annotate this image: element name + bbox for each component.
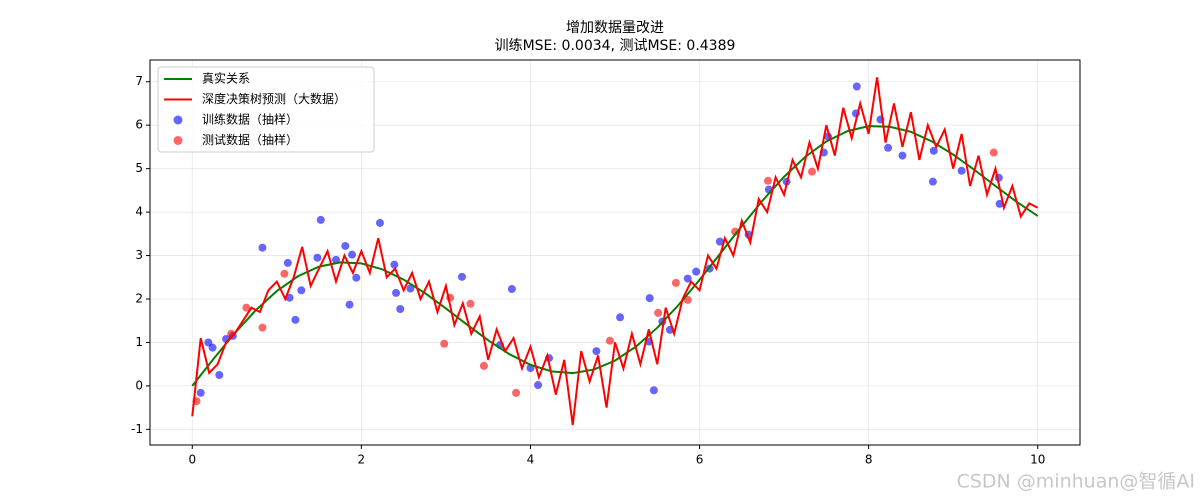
legend-marker [173,115,183,125]
point [466,299,475,308]
point [616,313,625,322]
point [512,388,521,397]
point [280,269,289,278]
point [929,146,938,155]
point [852,82,861,91]
point [507,285,516,294]
y-tick-label: 5 [135,161,143,175]
point [392,288,401,297]
point [341,241,350,250]
point [406,284,415,293]
legend-label: 测试数据（抽样） [202,132,298,147]
point [957,166,966,175]
point [258,323,267,332]
point [715,237,724,246]
point [764,176,773,185]
x-tick-label: 8 [865,453,873,467]
point [457,272,466,281]
y-tick-label: -1 [131,422,143,436]
point [683,274,692,283]
point [348,250,357,259]
point [884,143,893,152]
point [928,177,937,186]
legend-label: 深度决策树预测（大数据） [202,91,346,106]
point [316,215,325,224]
point [375,218,384,227]
x-tick-label: 10 [1030,453,1045,467]
legend-label: 训练数据（抽样） [202,112,298,127]
x-tick-label: 2 [358,453,366,467]
legend-marker [173,136,183,145]
chart-title: 增加数据量改进 [566,20,664,36]
line [191,125,1039,387]
point [989,148,998,157]
point [352,273,361,282]
y-tick-label: 4 [135,205,143,219]
x-tick-label: 0 [188,453,196,467]
point [898,151,907,160]
point [196,388,205,397]
x-tick-label: 4 [527,453,535,467]
point [396,304,405,313]
point [283,258,292,267]
point [479,361,488,370]
point [671,278,680,287]
point [592,347,601,356]
y-tick-label: 2 [135,291,143,305]
y-tick-label: 7 [135,74,143,88]
point [654,308,663,317]
y-tick-label: 3 [135,248,143,262]
y-tick-label: 0 [135,378,143,392]
chart-subtitle: 训练MSE: 0.0034, 测试MSE: 0.4389 [495,38,736,54]
point [258,243,267,252]
x-tick-label: 6 [696,453,704,467]
legend-box [157,66,375,153]
point [649,386,658,395]
point [291,315,300,324]
line [191,77,1039,426]
point [215,371,224,380]
point [534,381,543,390]
point [692,267,701,276]
point [807,167,816,176]
point [313,253,322,262]
point [208,343,217,352]
watermark: CSDN @minhuan@智循AI [957,471,1195,493]
point [605,336,614,345]
y-tick-label: 6 [135,118,143,132]
legend-label: 真实关系 [202,71,250,86]
point [440,339,449,348]
point [297,286,306,295]
point [242,303,251,312]
y-tick-label: 1 [135,335,143,349]
point [345,300,354,309]
plot-frame [149,59,1081,446]
point [645,294,654,303]
point [390,260,399,269]
